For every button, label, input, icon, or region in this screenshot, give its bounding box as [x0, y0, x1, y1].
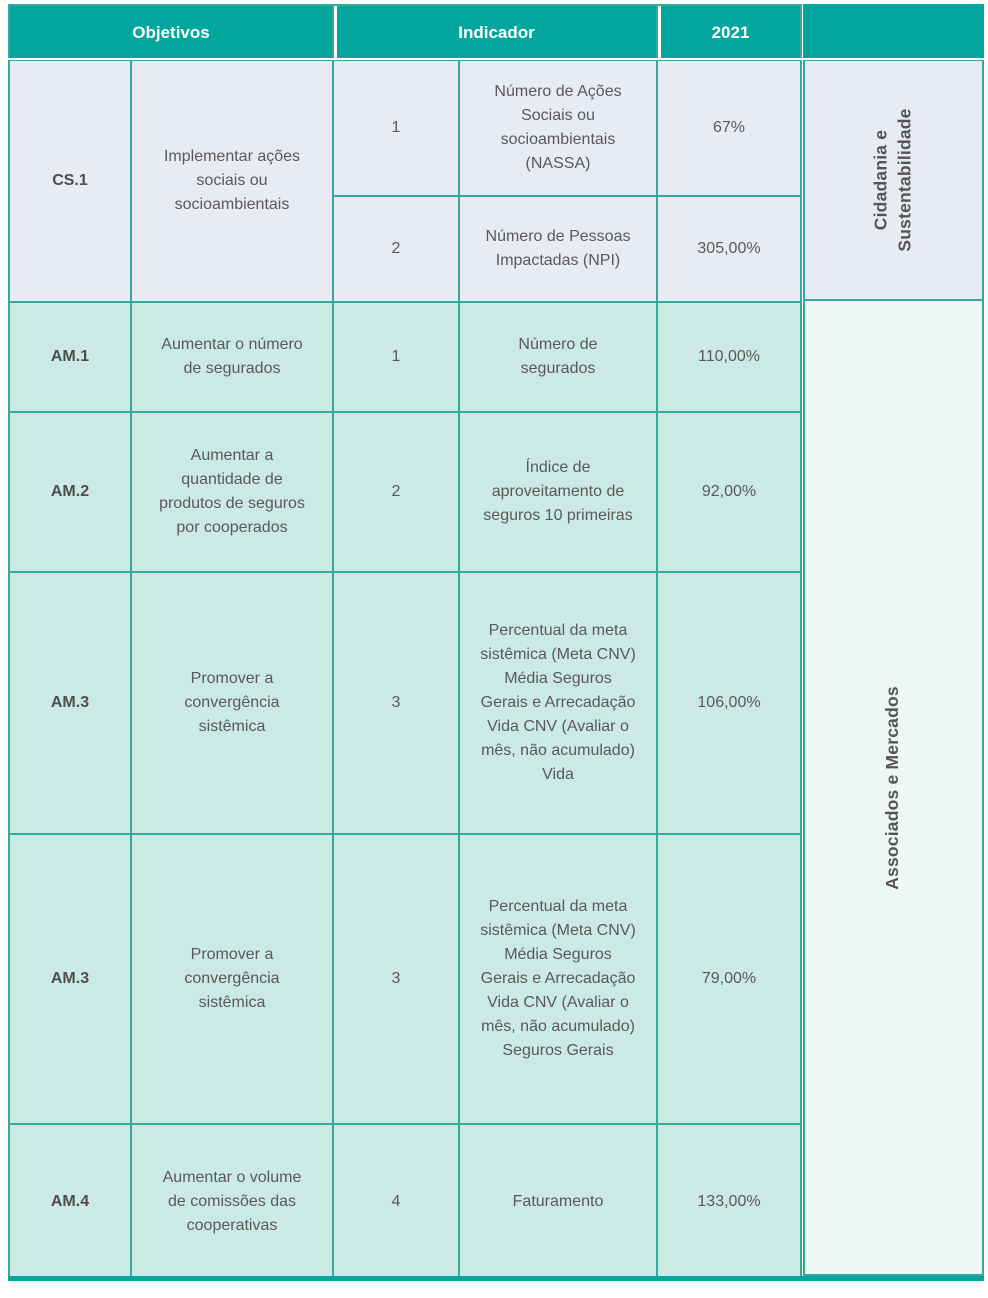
indicator-name-cell: Número de segurados: [460, 303, 656, 411]
indicator-name-cell: Percentual da meta sistêmica (Meta CNV) …: [460, 573, 656, 833]
indicator-number-cell: 3: [334, 835, 458, 1123]
am4-objective-cell: Aumentar o volume de comissões das coope…: [132, 1125, 332, 1278]
am3b-objective-cell: Promover a convergência sistêmica: [132, 835, 332, 1123]
am2-objective-cell: Aumentar a quantidade de produtos de seg…: [132, 413, 332, 571]
cs1-code-cell: CS.1: [10, 61, 130, 301]
category-header-cell: [803, 4, 984, 59]
category-label-cidadania: Cidadania e Sustentabilidade: [870, 108, 914, 252]
category-cell-associados: [803, 301, 984, 1276]
indicator-name-cell: Percentual da meta sistêmica (Meta CNV) …: [460, 835, 656, 1123]
indicator-name-cell: Número de Pessoas Impactadas (NPI): [460, 197, 656, 301]
table-bottom-border: [8, 1276, 984, 1281]
category-cell-cidadania: [803, 59, 984, 301]
indicator-value-cell: 110,00%: [658, 303, 800, 411]
indicator-value-cell: 106,00%: [658, 573, 800, 833]
kpi-table: Objetivos Indicador 2021 CS.1 Implementa…: [8, 4, 802, 1280]
indicator-number-cell: 2: [334, 197, 458, 301]
indicator-value-cell: 305,00%: [658, 197, 800, 301]
header-indicador: Indicador: [334, 6, 656, 59]
header-objetivos: Objetivos: [10, 6, 332, 59]
am3-objective-cell: Promover a convergência sistêmica: [132, 573, 332, 833]
indicator-value-cell: 133,00%: [658, 1125, 800, 1278]
indicator-number-cell: 4: [334, 1125, 458, 1278]
indicator-number-cell: 3: [334, 573, 458, 833]
indicator-value-cell: 92,00%: [658, 413, 800, 571]
am3b-code-cell: AM.3: [10, 835, 130, 1123]
category-label-associados: Associados e Mercados: [882, 686, 903, 890]
indicator-number-cell: 2: [334, 413, 458, 571]
am2-code-cell: AM.2: [10, 413, 130, 571]
am4-code-cell: AM.4: [10, 1125, 130, 1278]
am1-code-cell: AM.1: [10, 303, 130, 411]
am1-objective-cell: Aumentar o número de segurados: [132, 303, 332, 411]
header-2021: 2021: [658, 6, 800, 59]
indicator-value-cell: 79,00%: [658, 835, 800, 1123]
indicator-name-cell: Número de Ações Sociais ou socioambienta…: [460, 61, 656, 195]
indicator-value-cell: 67%: [658, 61, 800, 195]
cs1-objective-cell: Implementar ações sociais ou socioambien…: [132, 61, 332, 301]
indicator-name-cell: Índice de aproveitamento de seguros 10 p…: [460, 413, 656, 571]
indicator-name-cell: Faturamento: [460, 1125, 656, 1278]
am3-code-cell: AM.3: [10, 573, 130, 833]
indicator-number-cell: 1: [334, 61, 458, 195]
indicator-number-cell: 1: [334, 303, 458, 411]
header-divider: [8, 58, 984, 60]
